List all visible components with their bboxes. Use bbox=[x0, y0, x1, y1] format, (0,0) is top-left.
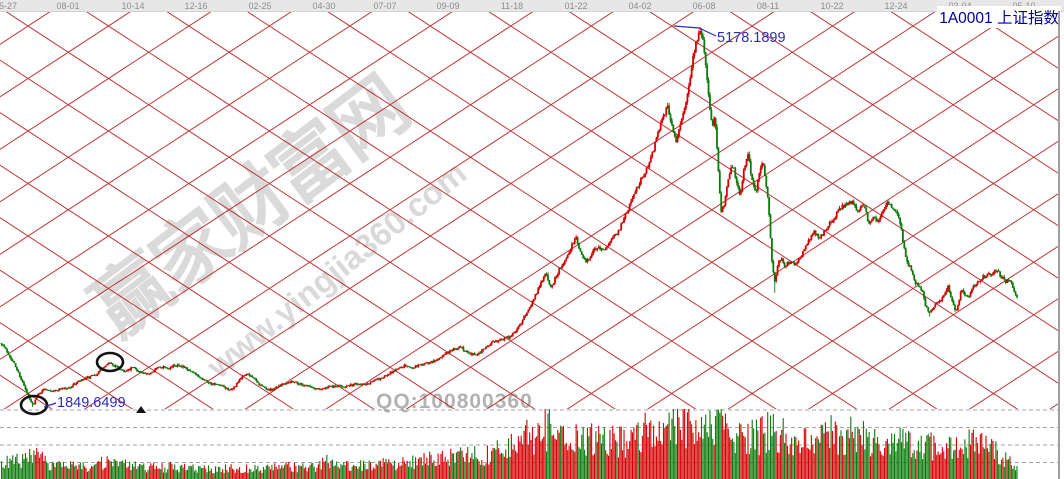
date-tick: 06-08 bbox=[692, 1, 716, 11]
date-axis: 5-27 08-01 10-14 12-16 02-25 04-30 07-07 09-09 1… bbox=[0, 0, 1064, 12]
rebound-highlight-ellipse bbox=[95, 351, 125, 373]
date-tick: 04-02 bbox=[628, 1, 652, 11]
date-tick: 11-18 bbox=[500, 1, 524, 11]
date-tick: 08-01 bbox=[56, 1, 80, 11]
symbol-label: 1A0001 上证指数 bbox=[937, 6, 1061, 28]
symbol-name: 上证指数 bbox=[996, 10, 1059, 27]
date-tick: 12-24 bbox=[884, 1, 908, 11]
date-tick: 12-16 bbox=[184, 1, 208, 11]
symbol-code: 1A0001 bbox=[939, 10, 993, 27]
high-annotation: 5178.1899 bbox=[717, 30, 786, 46]
low-highlight-ellipse bbox=[19, 394, 49, 416]
date-tick: 5-27 bbox=[0, 1, 18, 11]
date-tick: 08-11 bbox=[756, 1, 780, 11]
right-scroll-strip[interactable] bbox=[1058, 11, 1060, 479]
date-tick: 04-30 bbox=[312, 1, 336, 11]
low-pointer-line bbox=[43, 402, 57, 408]
low-annotation: 1849.6499 bbox=[57, 395, 126, 411]
high-pointer-line bbox=[673, 25, 717, 37]
date-tick: 09-09 bbox=[436, 1, 460, 11]
date-tick: 07-07 bbox=[373, 1, 397, 11]
date-tick: 02-25 bbox=[248, 1, 272, 11]
date-tick: 10-22 bbox=[820, 1, 844, 11]
date-tick: 01-22 bbox=[564, 1, 588, 11]
triangle-marker bbox=[136, 406, 146, 413]
watermark-qq-text: QQ:100800360 bbox=[376, 390, 533, 413]
date-tick: 10-14 bbox=[121, 1, 145, 11]
